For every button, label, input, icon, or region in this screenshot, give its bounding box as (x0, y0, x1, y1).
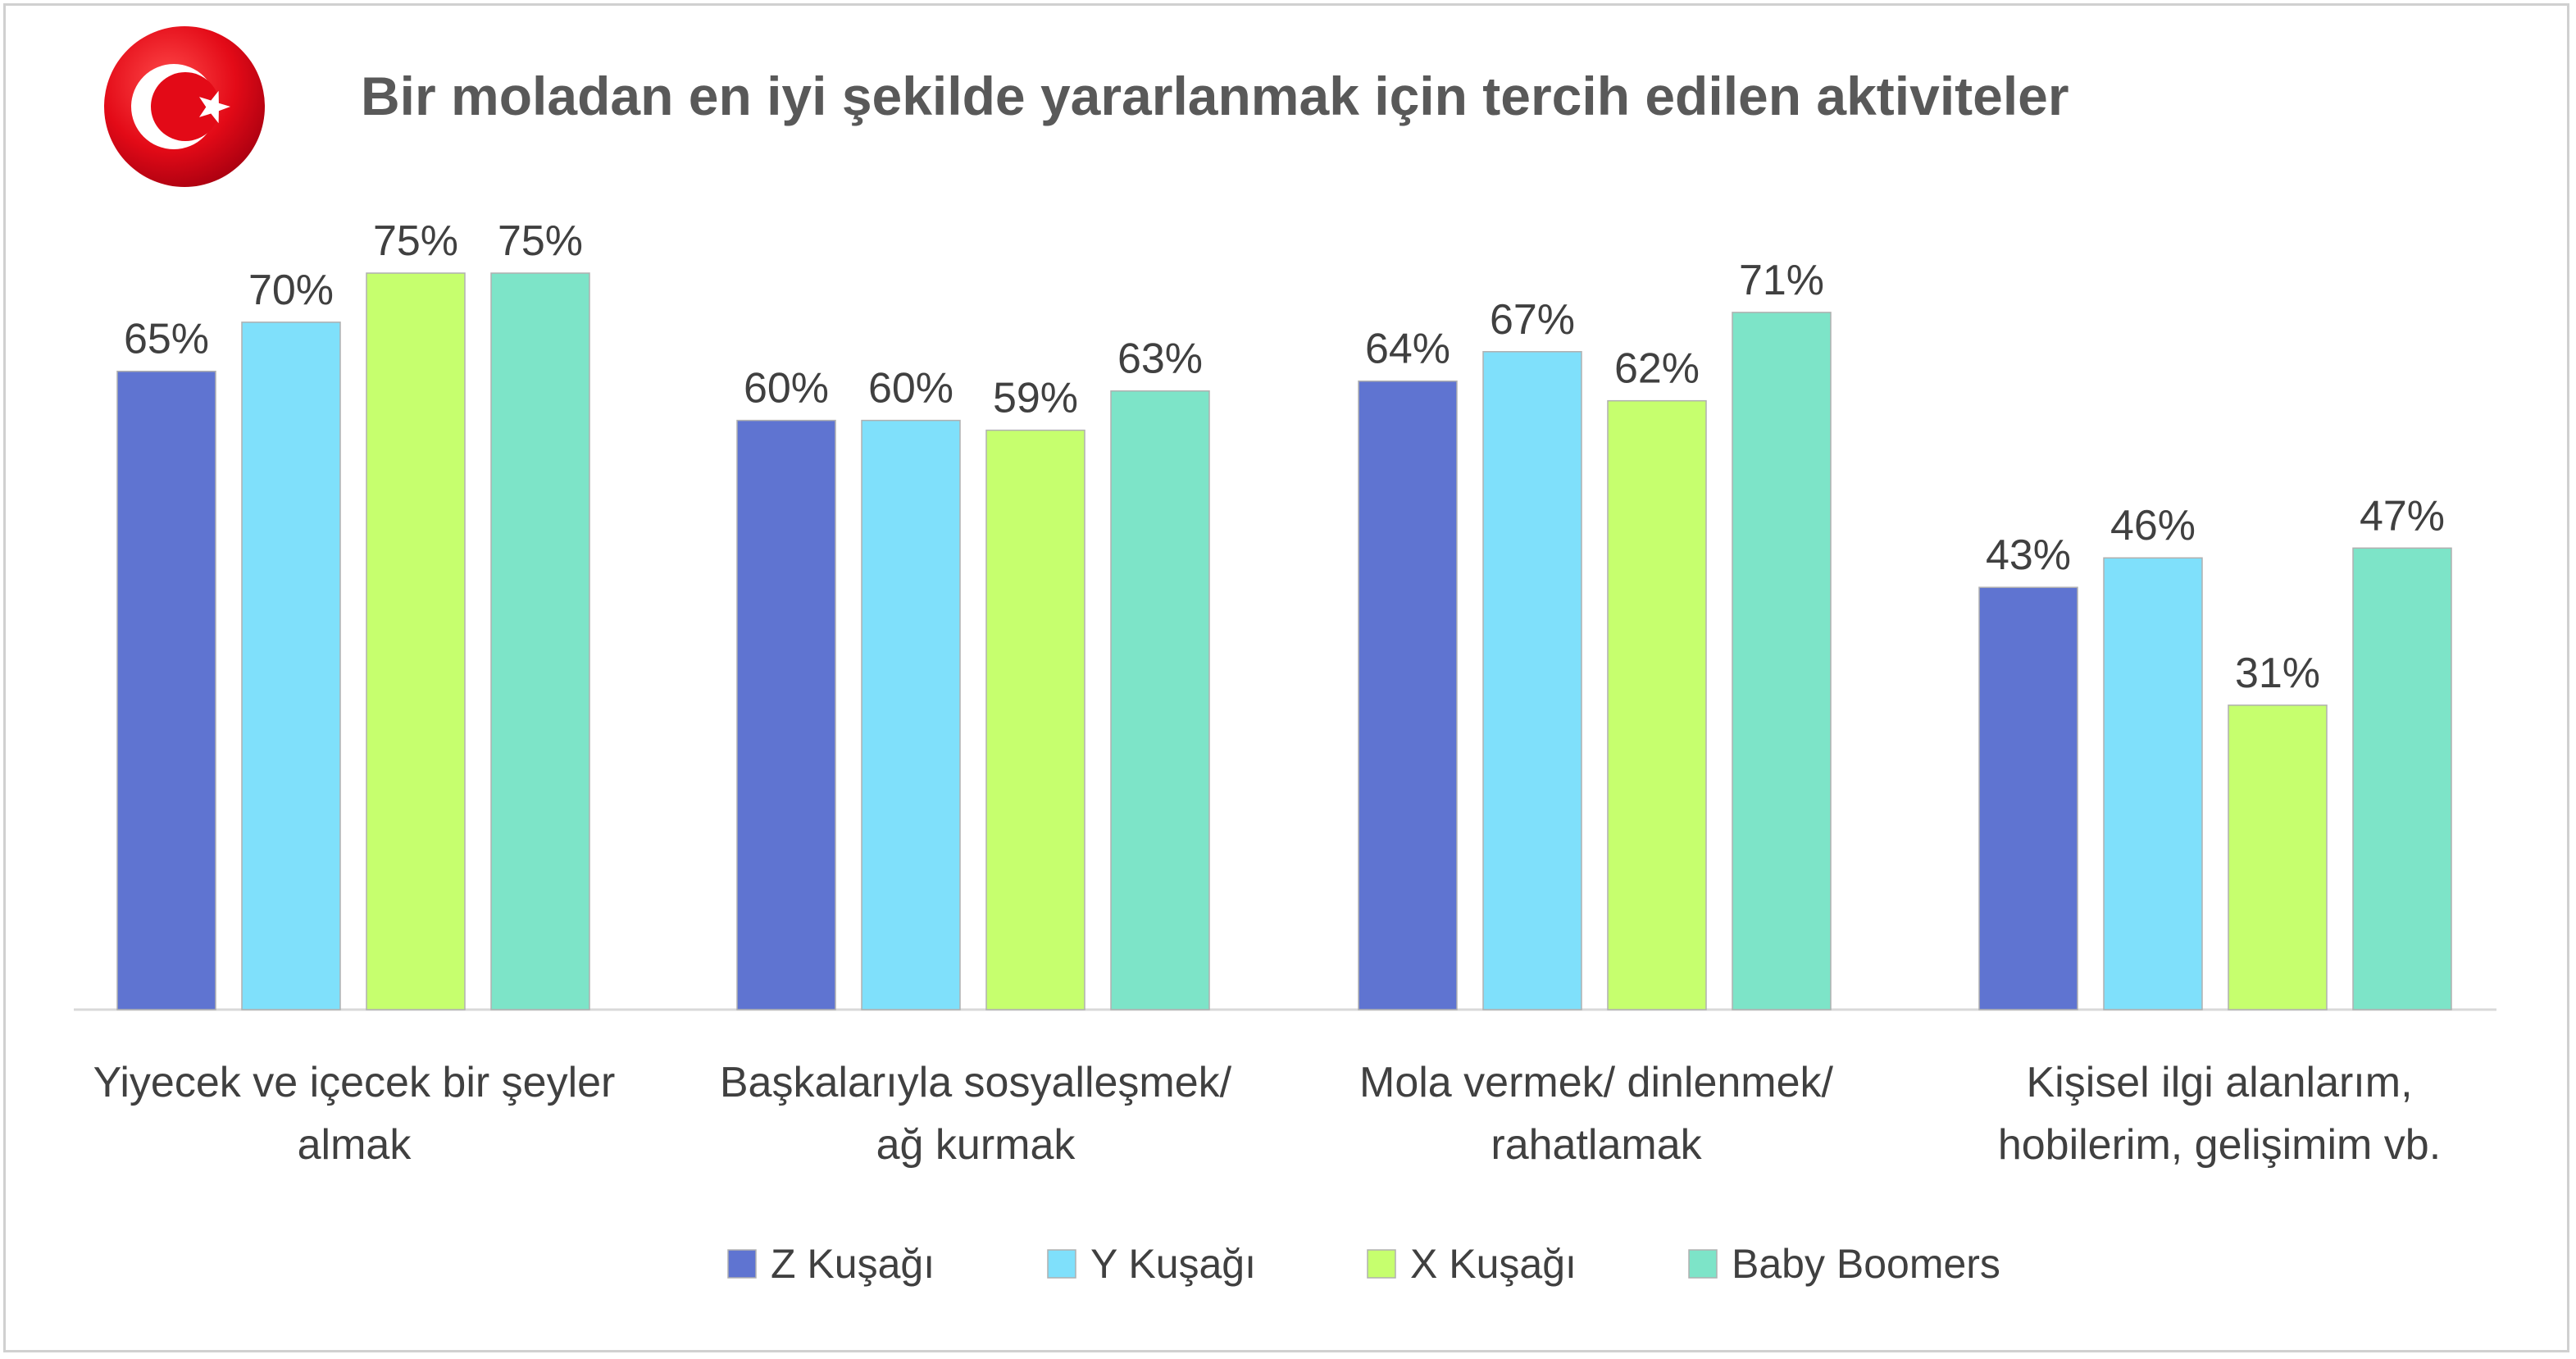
turkey-flag-icon (104, 26, 265, 187)
legend-swatch (1688, 1249, 1718, 1279)
bar-0-2 (1358, 380, 1458, 1010)
data-label: 64% (1365, 326, 1450, 373)
legend-swatch (1367, 1249, 1396, 1279)
bar-0-3 (1978, 586, 2078, 1010)
bar-2-3 (2228, 705, 2328, 1010)
category-label: Mola vermek/ dinlenmek/ (1359, 1059, 1834, 1106)
data-label: 62% (1614, 345, 1700, 393)
bar-2-2 (1607, 399, 1707, 1010)
value-labels-layer: 65% 60% 64% 43% 70% 60% 67% 46% 75% 59% 62% 31% 75% 6… (124, 217, 2445, 697)
bar-3-2 (1732, 312, 1832, 1010)
legend-swatch (727, 1249, 757, 1279)
bar-3-3 (2352, 547, 2452, 1010)
bar-0-1 (736, 419, 836, 1010)
data-label: 70% (248, 267, 334, 314)
category-label: ağ kurmak (876, 1121, 1076, 1169)
data-label: 67% (1490, 296, 1575, 344)
legend-label: X Kuşağı (1410, 1241, 1577, 1287)
bar-3-0 (490, 272, 590, 1010)
data-label: 75% (373, 217, 458, 265)
category-labels-layer: Yiyecek ve içecek bir şeyler almak Başkala… (93, 1059, 2442, 1169)
bar-1-3 (2103, 557, 2203, 1010)
category-label: Kişisel ilgi alanlarım, (2026, 1059, 2412, 1106)
data-label: 65% (124, 316, 209, 363)
category-label: Başkalarıyla sosyalleşmek/ (720, 1059, 1232, 1106)
data-label: 43% (1986, 531, 2071, 579)
legend-label: Y Kuşağı (1090, 1241, 1256, 1287)
bar-1-2 (1482, 351, 1582, 1010)
category-label: rahatlamak (1491, 1121, 1702, 1169)
data-label: 47% (2360, 492, 2445, 540)
data-label: 63% (1117, 335, 1203, 383)
legend-swatch (1047, 1249, 1076, 1279)
data-label: 60% (744, 365, 829, 413)
bar-0-0 (116, 370, 216, 1010)
bar-1-0 (241, 322, 341, 1010)
data-label: 60% (868, 365, 953, 413)
data-label: 71% (1739, 257, 1824, 304)
legend: Z Kuşağı Y Kuşağı X Kuşağı Baby Boomers (727, 1241, 2000, 1287)
data-label: 31% (2235, 650, 2320, 697)
category-label: hobilerim, gelişimim vb. (1998, 1121, 2441, 1169)
legend-label: Z Kuşağı (771, 1241, 935, 1287)
bar-1-1 (861, 419, 961, 1010)
legend-label: Baby Boomers (1732, 1241, 2000, 1287)
category-label: almak (298, 1121, 412, 1169)
bar-3-1 (1110, 390, 1210, 1010)
data-label: 59% (993, 375, 1078, 422)
data-label: 46% (2110, 502, 2196, 550)
bar-2-0 (366, 272, 466, 1010)
data-label: 75% (498, 217, 583, 265)
bar-2-1 (985, 429, 1085, 1010)
bars-layer (116, 272, 2452, 1010)
category-label: Yiyecek ve içecek bir şeyler (93, 1059, 616, 1106)
chart-title: Bir moladan en iyi şekilde yararlanmak i… (361, 66, 2069, 126)
